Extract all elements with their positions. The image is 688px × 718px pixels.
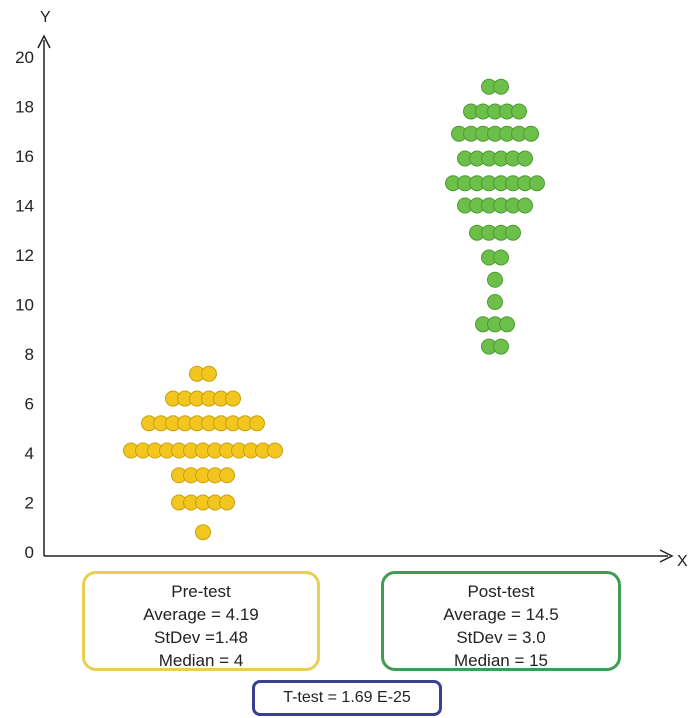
y-tick-label: 12 bbox=[15, 246, 34, 265]
pre-test-point bbox=[219, 494, 235, 511]
post-test-point bbox=[523, 125, 539, 142]
pre-test-point bbox=[201, 365, 217, 382]
pre-test-point bbox=[225, 390, 241, 407]
pre-test-stdev: StDev =1.48 bbox=[153, 628, 249, 647]
y-tick-label: 16 bbox=[15, 147, 34, 166]
y-tick-label: 18 bbox=[15, 98, 34, 117]
post-test-point bbox=[511, 103, 527, 120]
y-tick-label: 10 bbox=[15, 296, 34, 315]
pre-test-median: Median = 4 bbox=[158, 651, 244, 670]
x-axis-label: X bbox=[677, 553, 688, 570]
post-test-point bbox=[517, 197, 533, 214]
post-test-average: Average = 14.5 bbox=[443, 605, 559, 624]
t-test-value: T-test = 1.69 E-25 bbox=[283, 689, 411, 706]
y-tick-label: 2 bbox=[25, 494, 34, 513]
pre-test-title: Pre-test bbox=[171, 582, 231, 601]
post-test-point bbox=[499, 316, 515, 333]
post-test-point bbox=[493, 78, 509, 95]
post-test-median: Median = 15 bbox=[453, 651, 549, 670]
pre-test-average: Average = 4.19 bbox=[143, 605, 259, 624]
y-tick-label: 20 bbox=[15, 48, 34, 67]
post-test-stdev: StDev = 3.0 bbox=[456, 628, 546, 647]
post-test-point bbox=[487, 294, 503, 311]
post-test-point bbox=[493, 249, 509, 266]
post-test-point bbox=[517, 150, 533, 167]
pre-test-point bbox=[219, 467, 235, 484]
y-tick-label: 6 bbox=[25, 395, 34, 414]
t-test-box: T-test = 1.69 E-25 bbox=[252, 680, 442, 716]
post-test-point bbox=[529, 175, 545, 192]
y-axis-arrow bbox=[37, 34, 51, 49]
y-tick-label: 0 bbox=[25, 543, 34, 562]
post-test-point bbox=[487, 271, 503, 288]
pre-test-point bbox=[267, 442, 283, 459]
post-test-point bbox=[505, 224, 521, 241]
x-axis-arrow bbox=[659, 549, 674, 563]
post-test-stats-box: Post-test Average = 14.5 StDev = 3.0 Med… bbox=[381, 571, 621, 671]
post-test-point bbox=[493, 338, 509, 355]
post-test-title: Post-test bbox=[467, 582, 535, 601]
pre-test-point bbox=[195, 524, 211, 541]
y-tick-label: 4 bbox=[25, 444, 34, 463]
y-tick-label: 14 bbox=[15, 197, 34, 216]
y-tick-label: 8 bbox=[25, 345, 34, 364]
pre-test-stats-box: Pre-test Average = 4.19 StDev =1.48 Medi… bbox=[82, 571, 320, 671]
y-axis-label: Y bbox=[40, 9, 51, 26]
pre-test-point bbox=[249, 415, 265, 432]
